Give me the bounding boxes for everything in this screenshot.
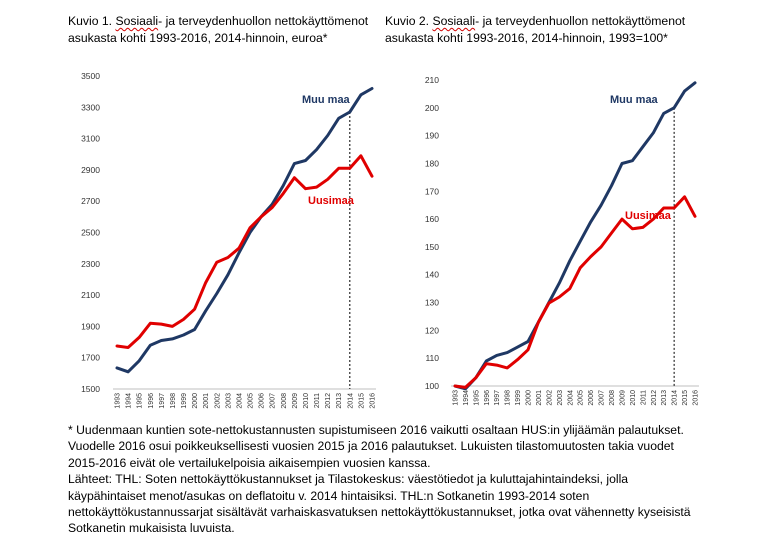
chart2-ytick-label: 150 [425,242,439,252]
chart2-title-line2: asukasta kohti 1993-2016, 2014-hinnoin, … [385,31,668,45]
chart2-xtick-label: 2012 [651,390,658,406]
chart2-xtick-label: 2009 [619,390,626,406]
chart2-xtick-label: 2013 [661,390,668,406]
chart2-title-prefix: Kuvio 2. [385,14,433,28]
footnote-line-2: Vuodelle 2016 osui poikkeuksellisesti vu… [68,439,674,454]
chart1-title-prefix: Kuvio 1. [68,14,116,28]
footnote-line-7: Sotkanetin mukaisista luvuista. [68,521,235,536]
chart2-title-suffix: - ja terveydenhuollon nettokäyttömenot [475,14,686,28]
chart1-xtick-label: 2004 [236,393,243,409]
chart2-series-uusimaa [453,195,697,389]
chart1-xtick-label: 2007 [270,393,277,409]
chart1-title-wavy-word: Sosiaali [115,14,159,28]
chart2-xtick-label: 2008 [609,390,616,406]
chart1-xtick-label: 1999 [181,393,188,409]
chart2-xtick-label: 2010 [630,390,637,406]
chart1-title-suffix: - ja terveydenhuollon nettokäyttömenot [158,14,369,28]
chart2-xtick-label: 2006 [588,390,595,406]
chart1-series-uusimaa [115,154,374,349]
chart1-xtick-label: 2002 [214,393,221,409]
footnote-line-4: Lähteet: THL: Soten nettokäyttökustannuk… [68,472,629,487]
chart2-xtick-label: 2011 [640,390,647,405]
chart1-xtick-label: 2000 [192,393,199,409]
chart1-xtick-label: 1996 [148,393,155,409]
chart1-ytick-label: 3300 [81,102,100,112]
chart2-ytick-label: 210 [425,75,439,85]
chart1-xtick-label: 1997 [159,393,166,409]
chart1-xtick-label: 2005 [248,393,255,409]
chart2-title-wavy-word: Sosiaali [432,14,476,28]
chart2-xtick-label: 2014 [672,390,679,406]
chart2-ytick-label: 180 [425,158,439,168]
chart2-xtick-label: 2001 [536,390,543,406]
chart1-ytick-label: 3500 [81,71,100,81]
chart1-xtick-label: 2016 [370,393,377,409]
chart2-xtick-label: 1994 [463,390,470,406]
chart1-xtick-label: 2008 [281,393,288,409]
chart2-xtick-label: 1997 [494,390,501,406]
chart2-ytick-label: 170 [425,186,439,196]
chart1-ytick-label: 2700 [81,196,100,206]
chart2-xtick-label: 2007 [599,390,606,406]
chart1-ytick-label: 1900 [81,321,100,331]
chart1-xtick-label: 2013 [336,393,343,409]
chart1-xtick-label: 2001 [203,393,210,409]
chart2-series-label-muu-maa: Muu maa [610,94,659,106]
footnote-line-3: 2015-2016 eivät ole vertailukelpoisia ai… [68,455,431,470]
chart2-xtick-label: 1996 [484,390,491,406]
charts-canvas: 1500 1700 1900 2100 2300 2500 2700 2900 3100 3300… [81,71,700,409]
chart2-title: Kuvio 2. Sosiaali- ja terveydenhuollon n… [385,13,685,47]
chart1-xtick-label: 2006 [259,393,266,409]
chart1-xtick-label: 2011 [314,393,321,408]
chart1-ytick-label: 2100 [81,290,100,300]
chart2-ytick-label: 130 [425,298,439,308]
chart1-xtick-label: 1995 [137,393,144,409]
chart2-ytick-label: 110 [425,353,439,363]
chart1-xtick-label: 1993 [115,393,122,409]
chart2-xtick-label: 2004 [567,390,574,406]
chart1-xtick-label: 1994 [126,393,133,409]
chart1-xtick-label: 2014 [347,393,354,409]
chart2-xtick-label: 1995 [473,390,480,406]
footnote-line-1: * Uudenmaan kuntien sote-nettokustannust… [68,423,684,437]
chart2-ytick-label: 190 [425,131,439,141]
chart2-xtick-label: 1999 [515,390,522,406]
footnote-line-5: käypähintaiset menot/asukas on deflatoit… [68,488,590,503]
chart1-xtick-label: 1998 [170,393,177,409]
chart2-xtick-label: 1998 [505,390,512,406]
chart1-xtick-label: 2009 [292,393,299,409]
chart1-ytick-label: 3100 [81,134,100,144]
chart2-xtick-label: 2000 [526,390,533,406]
chart1-title: Kuvio 1. Sosiaali- ja terveydenhuollon n… [68,13,368,47]
chart2-ytick-label: 140 [425,270,439,280]
chart2-xtick-label: 2005 [578,390,585,406]
chart2-ytick-label: 200 [425,103,439,113]
chart1-xtick-label: 2010 [303,393,310,409]
chart1-xtick-label: 2012 [325,393,332,409]
chart1-ytick-label: 1700 [81,353,100,363]
chart1-xtick-label: 2003 [225,393,232,409]
chart2-ytick-label: 160 [425,214,439,224]
footnote-line-6: nettokäyttökustannussarjat sisältävät va… [68,505,691,520]
chart2-ytick-label: 120 [425,325,439,335]
chart2-xtick-label: 2016 [693,390,700,406]
chart1-title-line2: asukasta kohti 1993-2016, 2014-hinnoin, … [68,31,328,45]
chart1-series-label-uusimaa: Uusimaa [308,195,355,207]
chart2-series-muu-maa [453,81,697,391]
chart2-xtick-label: 2015 [682,390,689,406]
chart1-series-label-muu-maa: Muu maa [302,94,351,106]
chart2-xtick-label: 2003 [557,390,564,406]
chart1-xtick-label: 2015 [358,393,365,409]
chart2-series-label-uusimaa: Uusimaa [625,210,672,222]
chart2-ytick-label: 100 [425,381,439,391]
chart2-xtick-label: 1993 [453,390,460,406]
chart1-ytick-label: 1500 [81,384,100,394]
footnote: * Uudenmaan kuntien sote-nettokustannust… [68,422,758,537]
chart1-ytick-label: 2900 [81,165,100,175]
chart2-xtick-label: 2002 [546,390,553,406]
chart1-ytick-label: 2300 [81,259,100,269]
chart1-ytick-label: 2500 [81,228,100,238]
chart1-series-muu-maa [115,87,374,374]
